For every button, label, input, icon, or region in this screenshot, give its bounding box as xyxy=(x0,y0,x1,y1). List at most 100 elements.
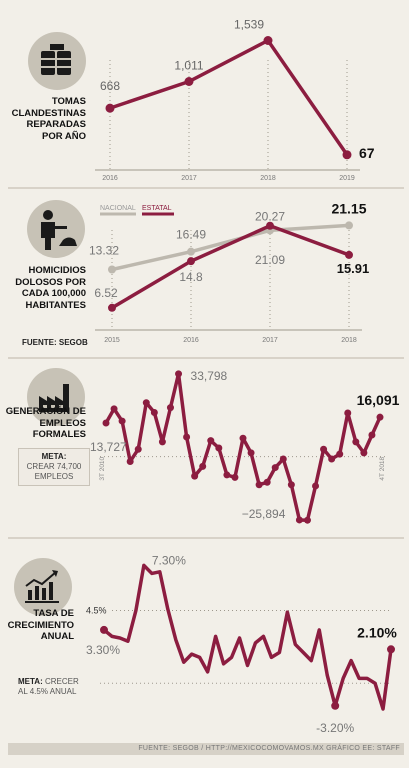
person-gun-icon xyxy=(27,200,85,258)
data-label-estatal: 21.09 xyxy=(255,253,285,267)
data-point xyxy=(295,516,303,524)
goal-box: META: CREAR 74,700 EMPLEOS xyxy=(18,448,90,486)
series-line-estatal xyxy=(111,223,350,310)
data-point xyxy=(105,103,115,113)
data-label-nacional: 21.15 xyxy=(331,200,366,216)
tick-label: 2018 xyxy=(341,337,357,344)
data-point xyxy=(263,478,271,486)
panel-tomas-clandestinas: TOMAS CLANDESTINAS REPARADAS POR AÑO 201… xyxy=(0,0,409,185)
data-point xyxy=(231,473,239,481)
tick-label: 2017 xyxy=(181,175,197,182)
data-point xyxy=(191,472,199,480)
data-point xyxy=(126,457,134,465)
factory-icon xyxy=(27,368,85,426)
data-label-max: 33,798 xyxy=(191,369,228,383)
data-point-end xyxy=(387,645,395,654)
data-label-estatal: 14.8 xyxy=(179,270,203,284)
data-point xyxy=(187,257,195,266)
series-line xyxy=(109,38,349,156)
growth-chart-icon xyxy=(14,558,72,616)
data-point xyxy=(175,370,183,378)
chart-crecimiento: 4.5% 3.30% 7.30% -3.20% 2.10% xyxy=(86,553,397,735)
panel-homicidios: HOMICIDIOS DOLOSOS POR CADA 100,000 HABI… xyxy=(0,190,409,355)
divider xyxy=(8,537,404,539)
data-point xyxy=(279,455,287,463)
data-point xyxy=(118,417,126,425)
x-start-label: 3T 2010 xyxy=(99,456,106,480)
series-line-nacional xyxy=(111,223,350,272)
data-label-estatal: 15.91 xyxy=(337,261,370,276)
data-label: 668 xyxy=(100,79,120,93)
panel1-caption: TOMAS CLANDESTINAS REPARADAS POR AÑO xyxy=(11,96,86,142)
data-point xyxy=(345,250,353,259)
data-label: 1,539 xyxy=(234,18,264,32)
panel4-caption: TASA DE CRECIMIENTO ANUAL xyxy=(7,608,74,642)
data-label-estatal: 6.52 xyxy=(94,286,118,300)
data-point xyxy=(207,437,215,445)
source-label: FUENTE: SEGOB xyxy=(22,338,88,347)
data-point xyxy=(134,445,142,453)
goal-label: 4.5% xyxy=(86,606,107,616)
series-line xyxy=(102,563,393,711)
data-point-start xyxy=(100,625,108,634)
goal-box: META: CRECER AL 4.5% ANUAL xyxy=(14,674,90,700)
data-point xyxy=(303,516,311,524)
data-label-nacional: 13.32 xyxy=(89,244,119,258)
goal-title: META: xyxy=(41,452,67,461)
data-point xyxy=(312,482,320,490)
goal-text: CRECER AL 4.5% ANUAL xyxy=(18,677,79,696)
data-point xyxy=(328,455,336,463)
data-point xyxy=(183,433,191,441)
data-label-max: 7.30% xyxy=(152,553,186,567)
data-point xyxy=(271,464,279,472)
oil-barrels-icon xyxy=(28,32,86,90)
data-point xyxy=(108,303,116,312)
data-label-nacional: 20.27 xyxy=(255,209,285,223)
data-label-start: 13,727 xyxy=(90,440,127,454)
tick-label: 2019 xyxy=(339,175,355,182)
footer-source: FUENTE: SEGOB / HTTP://MEXICOCOMOVAMOS.M… xyxy=(8,743,404,755)
data-point xyxy=(336,450,344,458)
legend-estatal: ESTATAL xyxy=(142,205,172,212)
panel-crecimiento: TASA DE CRECIMIENTO ANUAL META: CRECER A… xyxy=(0,540,409,740)
data-point xyxy=(184,76,194,86)
data-point xyxy=(239,434,247,442)
divider xyxy=(8,357,404,359)
data-point xyxy=(102,419,110,427)
panel-empleos: GENERACIÓN DE EMPLEOS FORMALES META: CRE… xyxy=(0,360,409,535)
data-label: 67 xyxy=(359,145,375,161)
data-point xyxy=(199,462,207,470)
data-point xyxy=(187,247,195,256)
data-point xyxy=(110,405,118,413)
goal-text: CREAR 74,700 EMPLEOS xyxy=(26,462,82,481)
data-label-end: 16,091 xyxy=(357,392,400,408)
data-label-min: −25,894 xyxy=(242,507,286,521)
data-label: 1,011 xyxy=(174,58,203,72)
tick-label: 2018 xyxy=(260,175,276,182)
data-point-min xyxy=(331,701,340,710)
data-label-start: 3.30% xyxy=(86,643,120,657)
goal-title: META: xyxy=(18,677,43,686)
data-point xyxy=(360,449,368,457)
chart-homicidios: 2015 2016 2017 2018 NACIONAL ESTATAL 13.32 16.4… xyxy=(89,200,370,344)
tick-label: 2015 xyxy=(104,337,120,344)
chart-tomas: 2016 2017 2018 2019 668 1,011 1,539 67 xyxy=(95,18,375,182)
data-point xyxy=(352,438,360,446)
x-end-label: 4T 2018 xyxy=(379,456,386,480)
data-point xyxy=(223,471,231,479)
data-point xyxy=(266,221,274,230)
tick-label: 2016 xyxy=(102,175,118,182)
legend-nacional: NACIONAL xyxy=(100,205,136,212)
data-point xyxy=(215,444,223,452)
data-point xyxy=(368,431,376,439)
data-point xyxy=(345,221,353,230)
data-point xyxy=(255,481,263,489)
panel2-caption: HOMICIDIOS DOLOSOS POR CADA 100,000 HABI… xyxy=(15,265,86,311)
data-point xyxy=(344,409,352,417)
data-label-end: 2.10% xyxy=(357,624,397,640)
data-point xyxy=(247,449,255,457)
data-label-min: -3.20% xyxy=(316,721,354,735)
chart-empleos: 3T 2010 4T 2018 13,727 33,798 −25,894 16,091 xyxy=(90,369,400,524)
panel3-caption: GENERACIÓN DE EMPLEOS FORMALES xyxy=(5,406,86,440)
data-point xyxy=(376,413,384,421)
